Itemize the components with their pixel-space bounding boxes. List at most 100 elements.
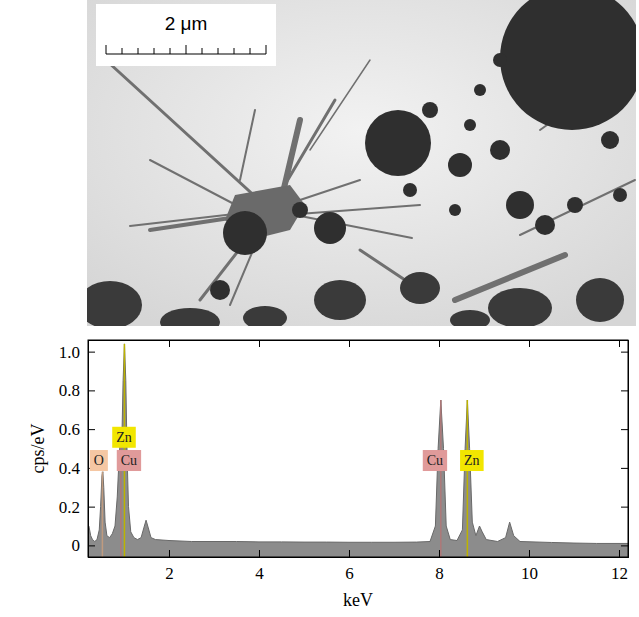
nanoparticle (567, 197, 583, 213)
nanorod (200, 210, 270, 300)
x-axis-tick-label: 4 (255, 564, 264, 583)
x-axis-top-tick (349, 340, 350, 347)
element-label-text: Zn (464, 453, 480, 468)
spectrum-area (89, 344, 628, 557)
scale-bar-tick (250, 48, 251, 54)
nanoparticle (493, 53, 507, 67)
y-axis-tick-label: 0.8 (59, 381, 80, 400)
element-label: Zn (112, 427, 136, 448)
x-axis-tick-mark (619, 550, 620, 557)
x-axis-top-tick (259, 340, 260, 347)
element-label: O (90, 450, 108, 471)
y-axis-tick-label: 1.0 (59, 343, 80, 362)
element-label-box (117, 450, 141, 471)
particle-aggregate (160, 308, 220, 326)
x-axis-top-tick-mark (169, 340, 170, 347)
y-axis-tick-mark (88, 429, 95, 430)
nanoparticle (314, 212, 346, 244)
scale-bar-label: 2 μm (165, 13, 208, 34)
scale-bar-tick (186, 45, 187, 54)
y-axis-right-tick (621, 390, 628, 391)
x-axis-top-tick (439, 340, 440, 347)
y-axis-tick-mark (88, 352, 95, 353)
element-label: Cu (117, 450, 141, 471)
y-axis-tick-label: 0.6 (59, 420, 80, 439)
x-axis-top-tick-mark (439, 340, 440, 347)
y-axis-tick: 0.2 (59, 498, 95, 517)
x-axis-top (89, 340, 629, 347)
x-axis-top-tick-mark (349, 340, 350, 347)
nanoparticle (601, 131, 619, 149)
x-axis-tick: 2 (165, 550, 174, 583)
y-axis-tick: 0 (72, 536, 96, 555)
scale-bar-tick (106, 45, 107, 54)
plot-area (89, 344, 628, 557)
x-axis-tick-mark (349, 550, 350, 557)
nanoparticle (292, 202, 308, 218)
page: 2 μm2468101200.20.40.60.81.0keVcps/eVOZn… (0, 0, 639, 617)
nanoparticle (613, 188, 627, 202)
scale-bar-tick (266, 45, 267, 54)
scale-bar-tick (138, 48, 139, 54)
x-axis-tick-label: 12 (611, 564, 628, 583)
y-axis-tick: 0.6 (59, 420, 95, 439)
element-line (467, 400, 469, 557)
x-axis-tick-label: 8 (435, 564, 444, 583)
x-axis-tick: 12 (611, 550, 628, 583)
y-axis: 0 0.2 0.4 0.6 0.8 1.0 (59, 341, 95, 558)
y-axis-right-tick-mark (621, 507, 628, 508)
y-axis-tick: 1.0 (59, 343, 95, 362)
particle-aggregate (314, 280, 366, 320)
y-axis-tick-label: 0.2 (59, 498, 80, 517)
nanorod (520, 180, 635, 235)
x-axis-tick-mark (169, 550, 170, 557)
nanoparticle (365, 110, 431, 176)
x-axis-tick-mark (259, 550, 260, 557)
x-axis-tick-label: 10 (521, 564, 538, 583)
element-label-text: Cu (121, 453, 137, 468)
nanorod (310, 60, 370, 150)
y-axis-tick-mark (88, 507, 95, 508)
nanorod (108, 62, 270, 210)
element-line (440, 400, 442, 557)
x-axis-top-tick-mark (259, 340, 260, 347)
particle-aggregate (488, 288, 552, 326)
nanoparticle (449, 204, 461, 216)
nanoparticle (223, 211, 267, 255)
micrograph (87, 0, 636, 326)
y-axis-right-tick (621, 468, 628, 469)
x-axis-tick-mark (529, 550, 530, 557)
scale-bar-tick (234, 48, 235, 54)
scale-bar: 2 μm (96, 4, 276, 66)
y-axis-tick: 0.8 (59, 381, 95, 400)
y-axis-right-tick-mark (621, 545, 628, 546)
particle-aggregate (87, 281, 142, 326)
scale-bar-tick (202, 48, 203, 54)
element-label: Cu (423, 450, 447, 471)
y-axis-tick-label: 0 (72, 536, 81, 555)
x-axis-tick: 6 (345, 550, 354, 583)
scale-bar-tick (122, 48, 123, 54)
element-line (102, 472, 104, 557)
x-axis-top-tick (169, 340, 170, 347)
nanoparticle (448, 153, 472, 177)
y-axis-right-tick (621, 352, 628, 353)
x-axis-tick-mark (439, 550, 440, 557)
x-axis-top-line (89, 341, 629, 348)
particle-aggregate (400, 272, 440, 304)
nanoparticle (464, 119, 476, 131)
nanoparticle (506, 191, 534, 219)
y-axis-tick-mark (88, 390, 95, 391)
particle-aggregate (576, 278, 624, 322)
y-axis-tick: 0.4 (59, 459, 95, 478)
x-axis-tick: 4 (255, 550, 264, 583)
element-label-box (460, 450, 484, 471)
y-axis-right-tick-mark (621, 390, 628, 391)
element-label-text: O (94, 453, 104, 468)
x-axis-title: keV (343, 590, 373, 610)
element-label: Zn (460, 450, 484, 471)
y-axis-right (621, 341, 629, 558)
x-axis: 2 4 6 8 10 12 (89, 550, 629, 583)
x-axis-top-tick (619, 340, 620, 347)
nanorod (240, 110, 255, 180)
